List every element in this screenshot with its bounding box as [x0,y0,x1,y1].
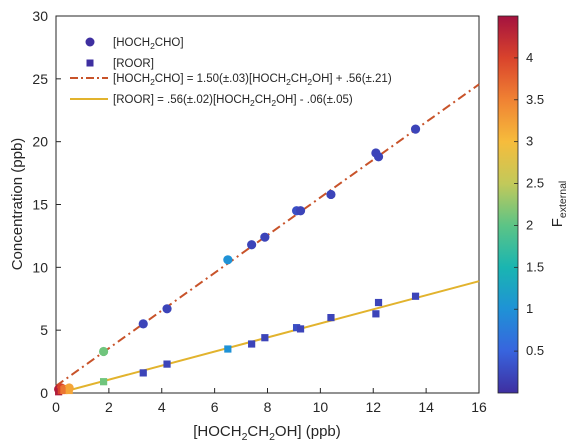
data-point-hoch2cho [247,240,257,250]
colorbar-tick-label: 2.5 [526,176,544,191]
y-tick-label: 30 [32,8,48,24]
data-point-roor [163,360,171,368]
x-tick-label: 0 [52,399,60,415]
x-axis-label: [HOCH2CH2OH] (ppb) [193,423,341,443]
x-tick-label: 2 [105,399,113,415]
x-tick-label: 6 [211,399,219,415]
data-point-roor [411,292,420,300]
x-tick-label: 12 [365,399,381,415]
colorbar-tick-label: 1 [526,301,533,316]
y-tick-label: 15 [32,197,48,213]
x-axis-ticks: 0 2 4 6 8 10 12 14 16 [52,388,487,415]
data-point-roor [327,314,335,322]
x-tick-label: 4 [158,399,166,415]
colorbar [497,15,519,394]
colorbar-label: Fexternal [549,181,569,228]
data-point-hoch2cho [295,206,306,216]
fit-line-1 [55,83,480,387]
x-tick-label: 8 [264,399,272,415]
colorbar-ticks: 0.5 1 1.5 2 2.5 3 3.5 4 [514,50,544,358]
data-markers [54,124,421,396]
x-tick-label: 16 [471,399,487,415]
colorbar-tick-label: 3 [526,134,533,149]
colorbar-tick-label: 3.5 [526,92,544,107]
colorbar-tick-label: 4 [526,50,533,65]
data-point-hoch2cho [373,152,384,162]
data-point-hoch2cho [138,319,148,329]
legend: [HOCH2CHO] [ROOR] [HOCH2CHO] = 1.50(±.03… [70,37,392,108]
legend-label-fit-1: [HOCH2CHO] = 1.50(±.03)[HOCH2CH2OH] + .5… [113,73,392,87]
data-point-roor [292,324,301,332]
data-point-roor [374,298,383,307]
legend-marker-circle [85,37,95,47]
data-point-roor [248,340,256,348]
data-point-roor [139,369,147,377]
colorbar-tick-label: 0.5 [526,343,544,358]
plot-area [55,15,480,394]
y-tick-label: 0 [40,385,48,401]
legend-label-roor: [ROOR] [113,58,154,70]
data-point-hoch2cho [98,346,109,357]
legend-label-hoch2cho: [HOCH2CHO] [113,37,184,51]
data-point-hoch2cho [410,124,421,134]
y-tick-label: 20 [32,134,48,150]
data-point-hoch2cho [260,232,270,242]
data-point-roor [372,310,380,318]
data-point-roor [65,386,73,395]
data-point-hoch2cho [326,189,336,200]
data-point-roor [224,345,232,353]
colorbar-tick-label: 2 [526,217,533,232]
data-point-hoch2cho [162,304,172,314]
y-axis-label: Concentration (ppb) [9,138,26,271]
colorbar-tick-label: 1.5 [526,259,544,274]
legend-marker-square [86,59,94,67]
data-point-hoch2cho [223,255,233,265]
data-point-roor [99,378,108,386]
data-point-roor [60,386,68,395]
legend-label-fit-2: [ROOR] = .56(±.02)[HOCH2CH2OH] - .06(±.0… [113,94,353,108]
y-tick-label: 5 [40,322,48,338]
y-tick-label: 10 [32,259,48,275]
y-axis-ticks: 0 5 10 15 20 25 30 [32,8,61,401]
data-point-roor [296,325,305,333]
data-point-roor [261,334,269,342]
y-tick-label: 25 [32,71,48,87]
x-tick-label: 14 [418,399,434,415]
x-tick-label: 10 [313,399,329,415]
